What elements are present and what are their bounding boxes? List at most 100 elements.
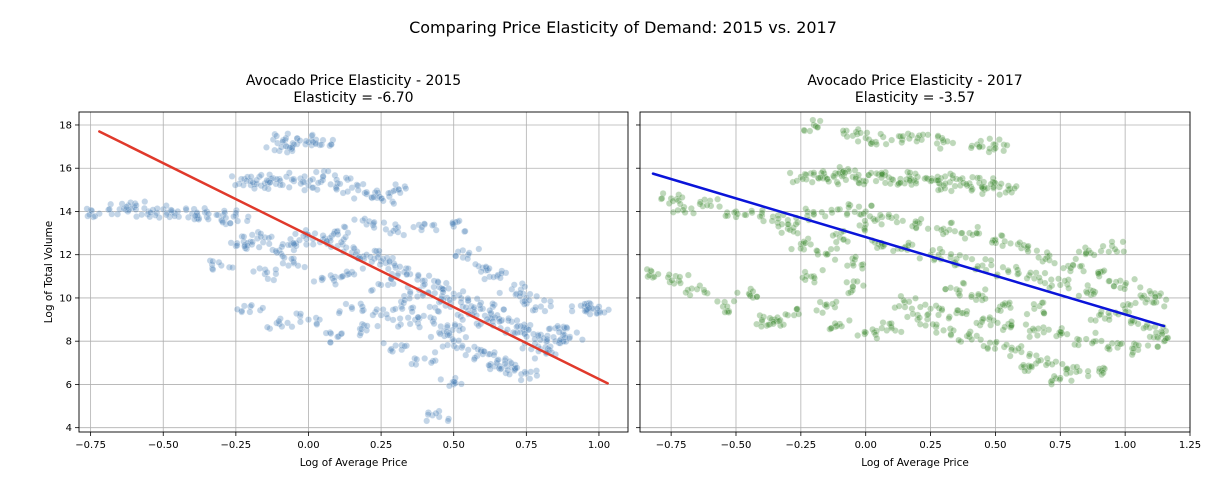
- scatter-point-jitter: [292, 230, 299, 238]
- scatter-point-jitter: [419, 277, 426, 285]
- scatter-point-jitter: [391, 220, 399, 228]
- scatter-point-jitter: [424, 411, 432, 418]
- scatter-point-jitter: [849, 286, 856, 294]
- x-tick-label: 0.50: [984, 440, 1006, 451]
- scatter-point-jitter: [852, 253, 860, 261]
- scatter-point-jitter: [314, 179, 322, 187]
- scatter-point: [966, 229, 973, 237]
- scatter-point-jitter: [973, 319, 980, 327]
- scatter-point-jitter: [233, 206, 240, 214]
- scatter-point-jitter: [497, 365, 505, 373]
- scatter-point-jitter: [934, 186, 942, 194]
- scatter-point-jitter: [498, 267, 506, 275]
- scatter-point-jitter: [490, 351, 498, 359]
- scatter-point: [203, 208, 211, 215]
- scatter-point-jitter: [308, 141, 316, 149]
- scatter-point-jitter: [543, 337, 551, 345]
- scatter-point-jitter: [1126, 301, 1134, 309]
- scatter-point-jitter: [959, 174, 966, 182]
- scatter-point: [522, 294, 530, 302]
- scatter-point-jitter: [296, 312, 304, 320]
- scatter-point-jitter: [831, 256, 839, 264]
- scatter-point-jitter: [480, 348, 488, 355]
- scatter-point-jitter: [912, 224, 920, 232]
- scatter-point-jitter: [968, 187, 976, 194]
- scatter-point-jitter: [860, 180, 868, 188]
- scatter-point-jitter: [555, 328, 563, 336]
- scatter-point-jitter: [437, 376, 445, 383]
- scatter-point-jitter: [301, 263, 309, 271]
- scatter-point-jitter: [390, 260, 398, 267]
- scatter-point-jitter: [233, 305, 241, 313]
- scatter-point-jitter: [246, 308, 254, 316]
- scatter-point: [966, 333, 973, 341]
- scatter-point: [450, 337, 458, 345]
- scatter-point-jitter: [703, 201, 711, 209]
- scatter-point-jitter: [459, 325, 467, 333]
- scatter-point-jitter: [1112, 278, 1120, 286]
- scatter-point-jitter: [444, 417, 452, 425]
- scatter-point-jitter: [1002, 189, 1010, 196]
- scatter-point-jitter: [191, 212, 199, 220]
- scatter-point-jitter: [816, 174, 824, 182]
- scatter-point-jitter: [1105, 316, 1113, 324]
- scatter-point: [1069, 262, 1077, 269]
- scatter-point-jitter: [1004, 267, 1012, 274]
- scatter-point-jitter: [231, 181, 239, 189]
- scatter-point-jitter: [775, 317, 783, 325]
- scatter-point-jitter: [531, 306, 539, 314]
- x-tick-label: 0.75: [515, 440, 537, 451]
- scatter-point-jitter: [958, 229, 966, 237]
- scatter-point-jitter: [227, 239, 235, 247]
- scatter-point-jitter: [537, 336, 544, 344]
- scatter-point-jitter: [416, 323, 423, 331]
- scatter-point-jitter: [229, 264, 236, 271]
- scatter-point-jitter: [793, 305, 801, 313]
- scatter-point-jitter: [1024, 243, 1031, 251]
- scatter-point-jitter: [247, 173, 255, 181]
- scatter-point-jitter: [676, 273, 684, 281]
- scatter-point-jitter: [443, 294, 451, 302]
- scatter-point-jitter: [491, 313, 499, 321]
- scatter-point-jitter: [411, 355, 419, 362]
- scatter-point: [537, 303, 545, 310]
- scatter-point-jitter: [141, 204, 148, 212]
- scatter-point-jitter: [999, 263, 1007, 271]
- scatter-point-jitter: [485, 265, 493, 272]
- scatter-point-jitter: [916, 320, 924, 328]
- scatter-point-jitter: [1081, 244, 1089, 251]
- scatter-point-jitter: [885, 211, 893, 219]
- scatter-point-jitter: [86, 211, 93, 219]
- scatter-point-jitter: [290, 246, 298, 254]
- scatter-point-jitter: [297, 310, 305, 318]
- scatter-point-jitter: [1083, 289, 1091, 297]
- scatter-point-jitter: [379, 197, 387, 205]
- scatter-point-jitter: [938, 134, 946, 142]
- scatter-point-jitter: [430, 277, 438, 285]
- scatter-point-jitter: [733, 289, 741, 297]
- scatter-point-jitter: [819, 266, 827, 274]
- scatter-point-jitter: [248, 241, 256, 248]
- scatter-point-jitter: [205, 210, 212, 218]
- scatter-point-jitter: [879, 319, 887, 326]
- scatter-point-jitter: [395, 269, 402, 277]
- scatter-point-jitter: [823, 301, 830, 308]
- scatter-point-jitter: [858, 265, 866, 272]
- scatter-point-jitter: [922, 174, 930, 182]
- scatter-point-jitter: [992, 144, 999, 152]
- figure-title: Comparing Price Elasticity of Demand: 20…: [409, 18, 837, 37]
- scatter-point-jitter: [263, 323, 271, 331]
- scatter-point-jitter: [300, 178, 308, 186]
- scatter-point-jitter: [444, 331, 452, 339]
- scatter-point-jitter: [746, 292, 754, 300]
- scatter-point-jitter: [504, 317, 512, 325]
- scatter-point-jitter: [753, 293, 761, 301]
- scatter-point-jitter: [302, 137, 310, 145]
- scatter-point-jitter: [383, 310, 390, 318]
- scatter-point-jitter: [1061, 277, 1069, 285]
- scatter-point-jitter: [439, 288, 447, 296]
- scatter-point-jitter: [854, 137, 862, 145]
- scatter-point-jitter: [860, 282, 867, 290]
- x-axis-label: Log of Average Price: [300, 457, 408, 469]
- scatter-point-jitter: [929, 246, 937, 254]
